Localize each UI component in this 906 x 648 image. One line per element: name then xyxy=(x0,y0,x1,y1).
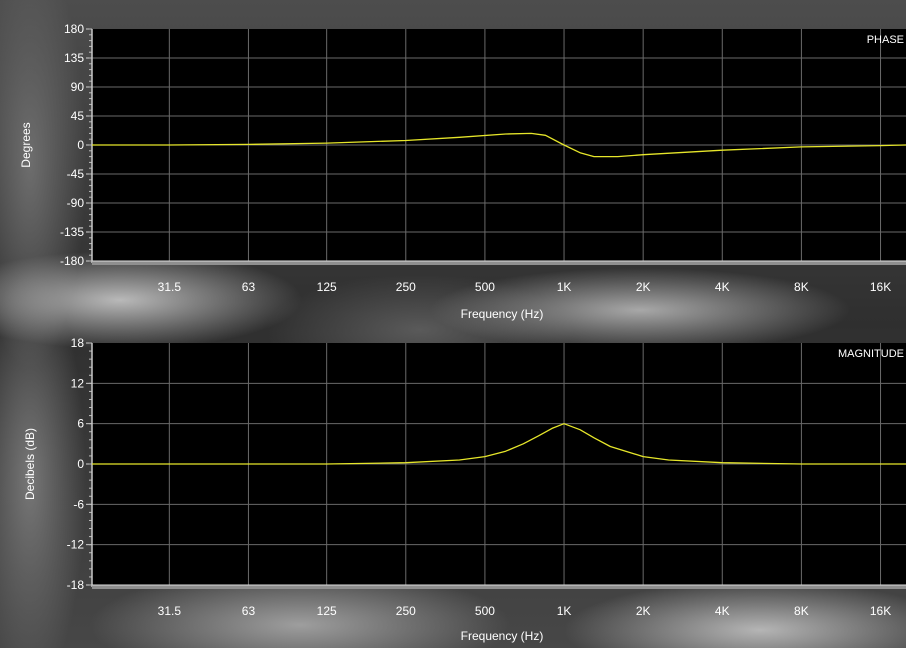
y-tick-label: 0 xyxy=(77,457,84,471)
y-tick-label: -180 xyxy=(60,254,84,268)
x-tick-label: 31.5 xyxy=(158,280,182,294)
x-tick-label: 500 xyxy=(475,280,495,294)
y-tick-label: -45 xyxy=(67,167,85,181)
y-tick-label: 135 xyxy=(64,51,84,65)
x-tick-label: 63 xyxy=(242,604,256,618)
x-tick-label: 1K xyxy=(557,604,572,618)
x-tick-label: 16K xyxy=(870,280,891,294)
x-tick-label: 63 xyxy=(242,280,256,294)
x-tick-label: 500 xyxy=(475,604,495,618)
x-tick-label: 250 xyxy=(396,604,416,618)
x-tick-label: 4K xyxy=(715,604,730,618)
x-axis-label: Frequency (Hz) xyxy=(461,307,544,321)
x-tick-label: 1K xyxy=(557,280,572,294)
series-line xyxy=(92,423,906,465)
y-tick-label: 12 xyxy=(71,376,85,390)
x-tick-label: 8K xyxy=(794,280,809,294)
x-tick-label: 4K xyxy=(715,280,730,294)
y-tick-label: -18 xyxy=(67,578,85,592)
x-axis-label: Frequency (Hz) xyxy=(461,629,544,643)
y-tick-label: 0 xyxy=(77,138,84,152)
y-tick-label: 45 xyxy=(71,109,85,123)
x-tick-label: 8K xyxy=(794,604,809,618)
x-axis-bar xyxy=(92,585,906,589)
x-axis-bar xyxy=(92,261,906,265)
y-tick-label: -6 xyxy=(73,497,84,511)
x-tick-label: 125 xyxy=(317,280,337,294)
y-tick-label: 18 xyxy=(71,336,85,350)
y-tick-label: -90 xyxy=(67,196,85,210)
y-tick-label: 180 xyxy=(64,22,84,36)
x-tick-label: 250 xyxy=(396,280,416,294)
x-tick-label: 2K xyxy=(636,280,651,294)
corner-label: PHASE xyxy=(867,34,904,46)
x-tick-label: 125 xyxy=(317,604,337,618)
x-tick-label: 31.5 xyxy=(158,604,182,618)
y-tick-label: -135 xyxy=(60,225,84,239)
series-line xyxy=(92,132,906,158)
chart-panel-1: 31.5 63 125 250 500 1K 2K 4K 8K 16K 18 12 6 0 -6 -12 -18… xyxy=(23,336,906,643)
y-axis-label: Decibels (dB) xyxy=(23,428,37,500)
y-tick-label: -12 xyxy=(67,538,85,552)
y-tick-label: 6 xyxy=(77,417,84,431)
x-tick-label: 2K xyxy=(636,604,651,618)
corner-label: MAGNITUDE xyxy=(838,348,904,360)
x-tick-label: 16K xyxy=(870,604,891,618)
y-axis-label: Degrees xyxy=(19,122,33,167)
chart-panel-0: 31.5 63 125 250 500 1K 2K 4K 8K 16K 180 135 90 45 0 -45… xyxy=(19,22,906,321)
y-tick-label: 90 xyxy=(71,80,85,94)
